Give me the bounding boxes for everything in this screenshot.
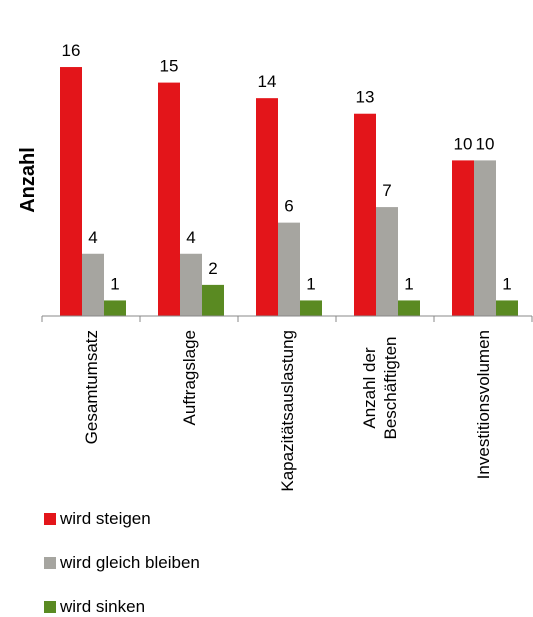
value-label-wird-sinken-4: 1: [502, 274, 511, 293]
value-labels-group: 16 15 14 13 10 4 4 6 7 10 1 2 1 1 1: [62, 41, 512, 293]
bar-wird-sinken-1: [202, 284, 224, 316]
legend-label-sinken: wird sinken: [60, 597, 146, 616]
value-label-wird-gleich-bleiben-3: 7: [382, 181, 391, 200]
legend-swatch-steigen: [44, 513, 56, 525]
value-label-wird-gleich-bleiben-1: 4: [186, 228, 195, 247]
bar-wird-steigen-4: [452, 160, 474, 316]
bar-wird-steigen-3: [354, 113, 376, 316]
bar-wird-gleich-bleiben-0: [82, 253, 104, 316]
value-label-wird-steigen-4: 10: [454, 134, 473, 153]
category-label-1: Auftragslage: [180, 330, 199, 425]
legend-item-sinken: wird sinken: [44, 597, 145, 617]
category-label-4: Investitionsvolumen: [474, 330, 493, 479]
legend-swatch-gleich: [44, 557, 56, 569]
bar-wird-steigen-1: [158, 82, 180, 316]
value-label-wird-sinken-0: 1: [110, 274, 119, 293]
value-label-wird-gleich-bleiben-2: 6: [284, 197, 293, 216]
bar-chart: Anzahl 16 15 14 13 10 4 4 6 7 10 1 2 1 1 1 Gesamtumsat…: [17, 41, 533, 492]
category-label-3: Anzahl der Beschäftigten: [360, 336, 400, 439]
bar-wird-sinken-3: [398, 300, 420, 316]
value-label-wird-gleich-bleiben-0: 4: [88, 228, 97, 247]
bar-wird-gleich-bleiben-1: [180, 253, 202, 316]
category-labels-group: Gesamtumsatz Auftragslage Kapazitätsauslas…: [82, 330, 493, 492]
legend-label-steigen: wird steigen: [60, 509, 151, 528]
bar-wird-gleich-bleiben-2: [278, 222, 300, 316]
category-label-2: Kapazitätsauslastung: [278, 330, 297, 492]
legend-swatch-sinken: [44, 601, 56, 613]
category-label-0: Gesamtumsatz: [82, 330, 101, 444]
value-label-wird-steigen-3: 13: [356, 88, 375, 107]
y-axis-label: Anzahl: [17, 147, 39, 213]
bars-group: [60, 67, 518, 316]
legend-item-gleich: wird gleich bleiben: [44, 553, 200, 573]
legend-item-steigen: wird steigen: [44, 509, 151, 529]
bar-wird-gleich-bleiben-3: [376, 207, 398, 316]
value-label-wird-sinken-1: 2: [208, 259, 217, 278]
value-label-wird-steigen-1: 15: [160, 57, 179, 76]
bar-wird-sinken-0: [104, 300, 126, 316]
bar-wird-sinken-4: [496, 300, 518, 316]
legend-label-gleich: wird gleich bleiben: [60, 553, 200, 572]
bar-wird-steigen-2: [256, 98, 278, 316]
bar-wird-sinken-2: [300, 300, 322, 316]
value-label-wird-steigen-2: 14: [258, 72, 277, 91]
bar-wird-gleich-bleiben-4: [474, 160, 496, 316]
value-label-wird-sinken-2: 1: [306, 274, 315, 293]
x-axis-ticks: [41, 316, 533, 322]
value-label-wird-gleich-bleiben-4: 10: [476, 134, 495, 153]
bar-wird-steigen-0: [60, 67, 82, 316]
value-label-wird-sinken-3: 1: [404, 274, 413, 293]
value-label-wird-steigen-0: 16: [62, 41, 81, 60]
